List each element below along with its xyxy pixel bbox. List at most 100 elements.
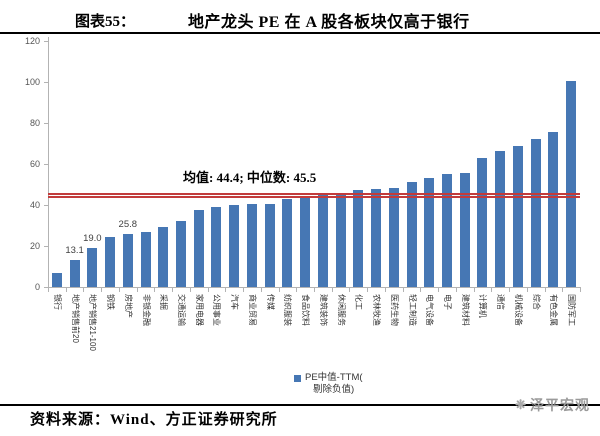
x-axis-label: 综合 [531, 294, 541, 310]
x-axis-tick [243, 288, 245, 292]
x-axis-label: 电气设备 [425, 294, 435, 326]
x-axis-label: 建筑装饰 [318, 294, 328, 326]
x-axis-label: 轻工制造 [407, 294, 417, 326]
x-axis-tick [544, 288, 546, 292]
chart-bar [246, 203, 257, 287]
chart-bar [495, 151, 506, 287]
x-axis-tick [314, 288, 315, 292]
x-axis-tick [420, 288, 422, 292]
y-axis-tick [44, 287, 48, 288]
x-axis-tick [526, 288, 528, 292]
x-axis-label: 休闲服务 [336, 294, 346, 326]
x-axis-tick [207, 288, 209, 292]
x-axis-label: 纺织服装 [283, 294, 293, 326]
chart-bar [105, 237, 116, 287]
x-axis-label: 房地产 [123, 294, 133, 318]
chart-bar [140, 231, 151, 287]
x-axis-tick [384, 288, 386, 292]
chart-bar [264, 203, 275, 287]
x-axis-label: 传媒 [265, 294, 275, 310]
legend-series-marker [294, 375, 301, 382]
x-axis-label: 计算机 [478, 294, 488, 318]
bar-value-label: 19.0 [83, 233, 102, 245]
x-axis-label: 农林牧渔 [372, 294, 382, 326]
x-axis-label: 有色金属 [549, 294, 559, 326]
chart-bar [512, 145, 523, 287]
chart-bar [176, 220, 186, 287]
logo-text: 泽平宏观 [530, 399, 590, 414]
x-axis-tick [491, 288, 493, 292]
chart-bar [566, 80, 577, 287]
x-axis-tick [562, 288, 564, 292]
x-axis-label: 银行 [52, 294, 62, 310]
bar-chart: 0 20 40 60 80 100 120 银行 13.1 地产销售前20 19.0 地产销售21-1… [24, 36, 581, 351]
y-axis-tick [44, 246, 48, 247]
chart-bar [388, 187, 399, 287]
chart-bar [69, 260, 80, 287]
x-axis-tick [260, 288, 262, 292]
chart-bar [87, 248, 98, 287]
chart-bar [229, 205, 240, 287]
x-axis-tick [154, 288, 156, 292]
x-axis-tick [509, 288, 511, 292]
chart-bar [193, 209, 204, 287]
legend-label-line2: 剔除负值) [313, 384, 355, 395]
x-axis-tick [455, 288, 457, 292]
chart-bar [122, 234, 133, 287]
bar-value-label: 13.1 [65, 245, 84, 257]
x-axis-tick [48, 288, 49, 292]
x-axis-label: 汽车 [230, 294, 240, 310]
y-axis-label: 0 [34, 282, 40, 292]
figure-header: 图表55： 地产龙头 PE 在 A 股各板块仅高于银行 [0, 7, 600, 33]
x-axis-label: 通信 [496, 294, 506, 310]
chart-bar [548, 131, 559, 287]
x-axis-label: 食品饮料 [301, 294, 311, 326]
chart-bar [300, 196, 311, 287]
x-axis-tick [367, 288, 369, 292]
chart-bar [424, 177, 435, 287]
x-axis-tick [65, 288, 67, 292]
x-axis-label: 钢铁 [106, 294, 116, 310]
y-axis-label: 60 [29, 159, 40, 169]
figure-title: 地产龙头 PE 在 A 股各板块仅高于银行 [188, 14, 470, 31]
x-axis-label: 地产销售21-100 [88, 294, 98, 351]
y-axis-tick [44, 41, 48, 42]
x-axis-tick [101, 288, 103, 292]
chart-bar [406, 181, 417, 287]
x-axis-label: 交通运输 [177, 294, 186, 326]
bar-value-label: 25.8 [118, 219, 138, 231]
chart-bar [442, 174, 452, 287]
x-axis-label: 商业贸易 [247, 294, 257, 326]
mean-reference-line [48, 196, 580, 199]
x-axis-tick [349, 288, 351, 292]
chart-bar [51, 272, 62, 287]
x-axis-tick [580, 288, 581, 292]
zeping-macro-logo: ❋ 泽平宏观 [515, 395, 590, 415]
x-axis-tick [331, 288, 333, 292]
y-axis-label: 40 [29, 200, 40, 210]
x-axis-label: 家用电器 [194, 294, 204, 326]
chart-bar [353, 190, 364, 287]
chart-bar [530, 138, 541, 287]
chart-bar [477, 158, 488, 287]
chart-bar [459, 173, 470, 287]
x-axis-label: 采掘 [159, 294, 169, 310]
y-axis-line [48, 37, 49, 287]
x-axis-label: 公用事业 [212, 294, 222, 326]
x-axis-label: 电子 [443, 294, 452, 310]
y-axis-tick [44, 123, 48, 124]
x-axis-label: 医药生物 [389, 294, 399, 326]
x-axis-line [48, 287, 581, 288]
x-axis-tick [118, 288, 120, 292]
x-axis-tick [136, 288, 138, 292]
x-axis-tick [225, 288, 227, 292]
x-axis-tick [473, 288, 475, 292]
x-axis-tick [83, 288, 85, 292]
x-axis-label: 化工 [354, 294, 364, 310]
x-axis-tick [438, 288, 440, 292]
y-axis-label: 20 [29, 241, 40, 251]
x-axis-label: 国防军工 [567, 294, 577, 326]
chart-bar [371, 189, 382, 287]
y-axis-label: 100 [24, 77, 40, 87]
chart-bar [282, 199, 293, 287]
